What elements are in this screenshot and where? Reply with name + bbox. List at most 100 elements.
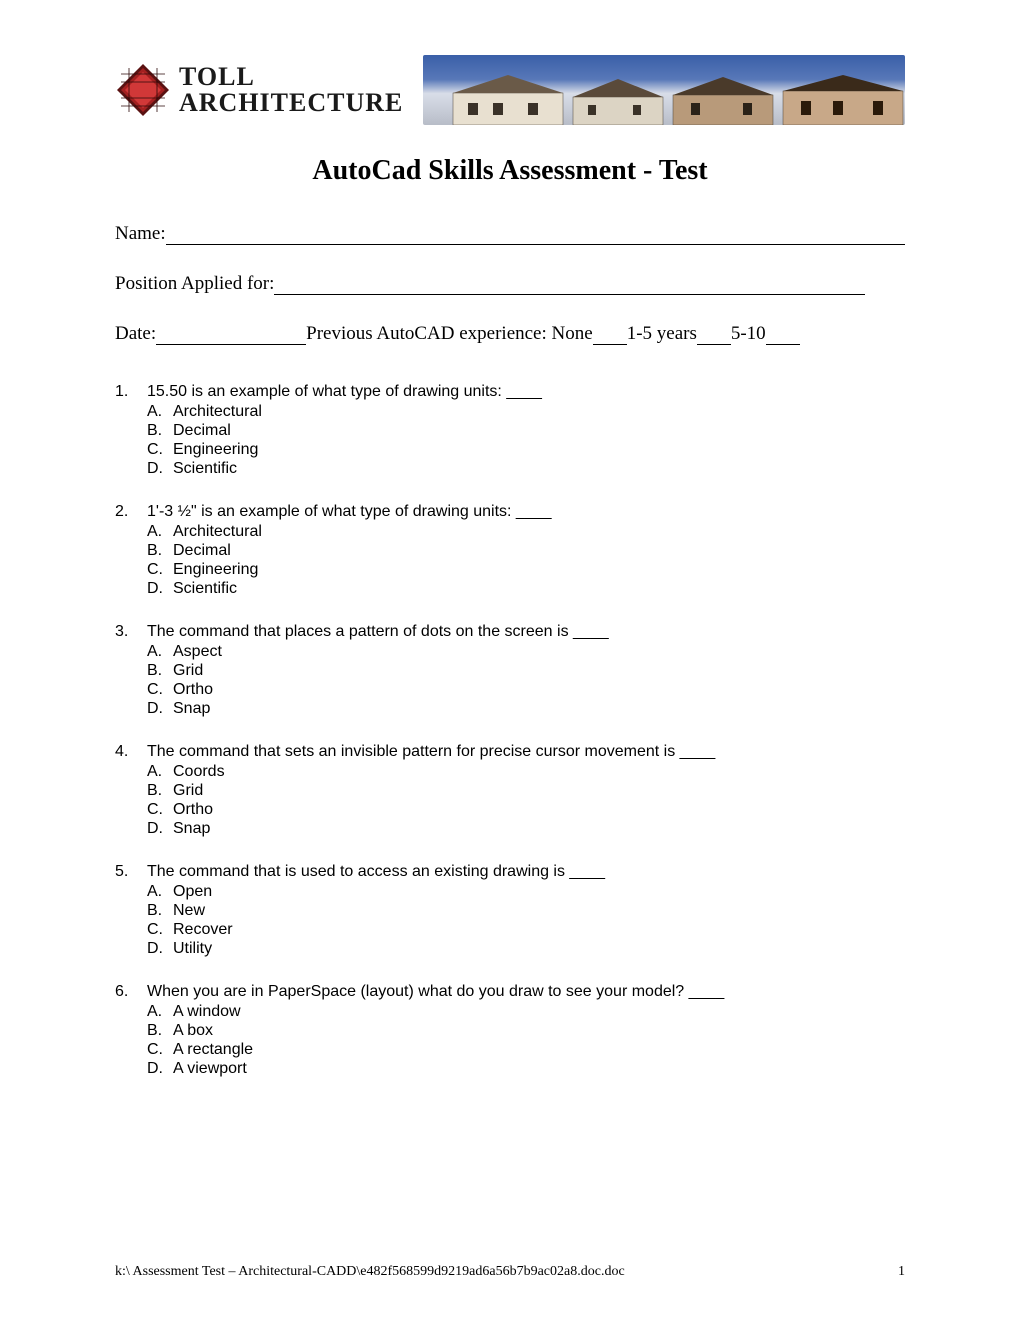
option-letter: D. [147, 820, 173, 838]
option-letter: D. [147, 580, 173, 598]
option-text: Snap [173, 820, 210, 838]
question-body: The command that sets an invisible patte… [147, 743, 905, 839]
logo-line2: ARCHITECTURE [179, 90, 403, 116]
option-text: Aspect [173, 643, 222, 661]
option-letter: B. [147, 662, 173, 680]
header: TOLL ARCHITECTURE [115, 55, 905, 125]
option-letter: A. [147, 883, 173, 901]
option-letter: A. [147, 643, 173, 661]
question-body: When you are in PaperSpace (layout) what… [147, 983, 905, 1079]
logo-line1: TOLL [179, 64, 403, 90]
option-text: Engineering [173, 441, 258, 459]
option-letter: B. [147, 902, 173, 920]
option-text: Ortho [173, 681, 213, 699]
logo-icon [115, 62, 171, 118]
option-text: A box [173, 1022, 213, 1040]
options: A.AspectB.GridC.OrthoD.Snap [147, 643, 905, 718]
question: 1.15.50 is an example of what type of dr… [115, 383, 905, 479]
option: B.Decimal [147, 422, 905, 440]
footer-path: k:\ Assessment Test – Architectural-CADD… [115, 1264, 625, 1280]
question-body: The command that is used to access an ex… [147, 863, 905, 959]
name-label: Name: [115, 223, 166, 245]
option-text: Architectural [173, 523, 262, 541]
footer-page: 1 [898, 1264, 905, 1280]
option-text: Engineering [173, 561, 258, 579]
exp-1-5-line[interactable] [697, 327, 731, 345]
position-field-row: Position Applied for: [115, 273, 905, 295]
option-text: Decimal [173, 542, 231, 560]
footer: k:\ Assessment Test – Architectural-CADD… [115, 1264, 905, 1280]
question: 4.The command that sets an invisible pat… [115, 743, 905, 839]
option: A.Open [147, 883, 905, 901]
question-number: 6. [115, 983, 147, 1079]
option-text: Utility [173, 940, 212, 958]
question-text: The command that is used to access an ex… [147, 863, 905, 881]
position-input-line[interactable] [274, 277, 865, 295]
position-label: Position Applied for: [115, 273, 274, 295]
option-text: A rectangle [173, 1041, 253, 1059]
question-text: When you are in PaperSpace (layout) what… [147, 983, 905, 1001]
page-title: AutoCad Skills Assessment - Test [115, 155, 905, 187]
option-letter: D. [147, 700, 173, 718]
option: D.Scientific [147, 460, 905, 478]
option-letter: A. [147, 403, 173, 421]
option-text: Grid [173, 782, 203, 800]
name-input-line[interactable] [166, 227, 905, 245]
question: 6.When you are in PaperSpace (layout) wh… [115, 983, 905, 1079]
option-letter: C. [147, 561, 173, 579]
option-text: Snap [173, 700, 210, 718]
option: B.New [147, 902, 905, 920]
date-exp-row: Date: Previous AutoCAD experience: None … [115, 323, 905, 345]
option-text: Scientific [173, 460, 237, 478]
option-letter: D. [147, 460, 173, 478]
option-text: Open [173, 883, 212, 901]
options: A.ArchitecturalB.DecimalC.EngineeringD.S… [147, 403, 905, 478]
exp-opt2: 5-10 [731, 323, 766, 345]
question-body: 1'-3 ½" is an example of what type of dr… [147, 503, 905, 599]
question-number: 4. [115, 743, 147, 839]
option: D.Utility [147, 940, 905, 958]
exp-opt1: 1-5 years [627, 323, 697, 345]
question-number: 3. [115, 623, 147, 719]
exp-none-line[interactable] [593, 327, 627, 345]
option-text: Recover [173, 921, 233, 939]
question-number: 1. [115, 383, 147, 479]
exp-5-10-line[interactable] [766, 327, 800, 345]
option: D.A viewport [147, 1060, 905, 1078]
question-text: The command that places a pattern of dot… [147, 623, 905, 641]
question-number: 2. [115, 503, 147, 599]
option: A. Architectural [147, 523, 905, 541]
option: A.Architectural [147, 403, 905, 421]
option-text: Coords [173, 763, 225, 781]
exp-label: Previous AutoCAD experience: None [306, 323, 593, 345]
option: C.Engineering [147, 441, 905, 459]
option: A.A window [147, 1003, 905, 1021]
option: C.Ortho [147, 801, 905, 819]
option: B.Grid [147, 782, 905, 800]
question: 2.1'-3 ½" is an example of what type of … [115, 503, 905, 599]
date-input-line[interactable] [156, 327, 306, 345]
option-text: Decimal [173, 422, 231, 440]
option: C.Recover [147, 921, 905, 939]
option-text: Architectural [173, 403, 262, 421]
logo-text: TOLL ARCHITECTURE [179, 64, 403, 116]
option-letter: D. [147, 1060, 173, 1078]
option-text: Grid [173, 662, 203, 680]
option-letter: A. [147, 1003, 173, 1021]
option: C.Ortho [147, 681, 905, 699]
option: B.Grid [147, 662, 905, 680]
question: 3.The command that places a pattern of d… [115, 623, 905, 719]
banner-image [423, 55, 905, 125]
option-letter: B. [147, 782, 173, 800]
question-body: The command that places a pattern of dot… [147, 623, 905, 719]
option: D.Snap [147, 820, 905, 838]
option-letter: C. [147, 1041, 173, 1059]
option: C.Engineering [147, 561, 905, 579]
option-letter: D. [147, 940, 173, 958]
option-letter: B. [147, 1022, 173, 1040]
option: D.Snap [147, 700, 905, 718]
option-letter: C. [147, 801, 173, 819]
option-letter: C. [147, 681, 173, 699]
option-letter: A. [147, 763, 173, 781]
question-text: 15.50 is an example of what type of draw… [147, 383, 905, 401]
